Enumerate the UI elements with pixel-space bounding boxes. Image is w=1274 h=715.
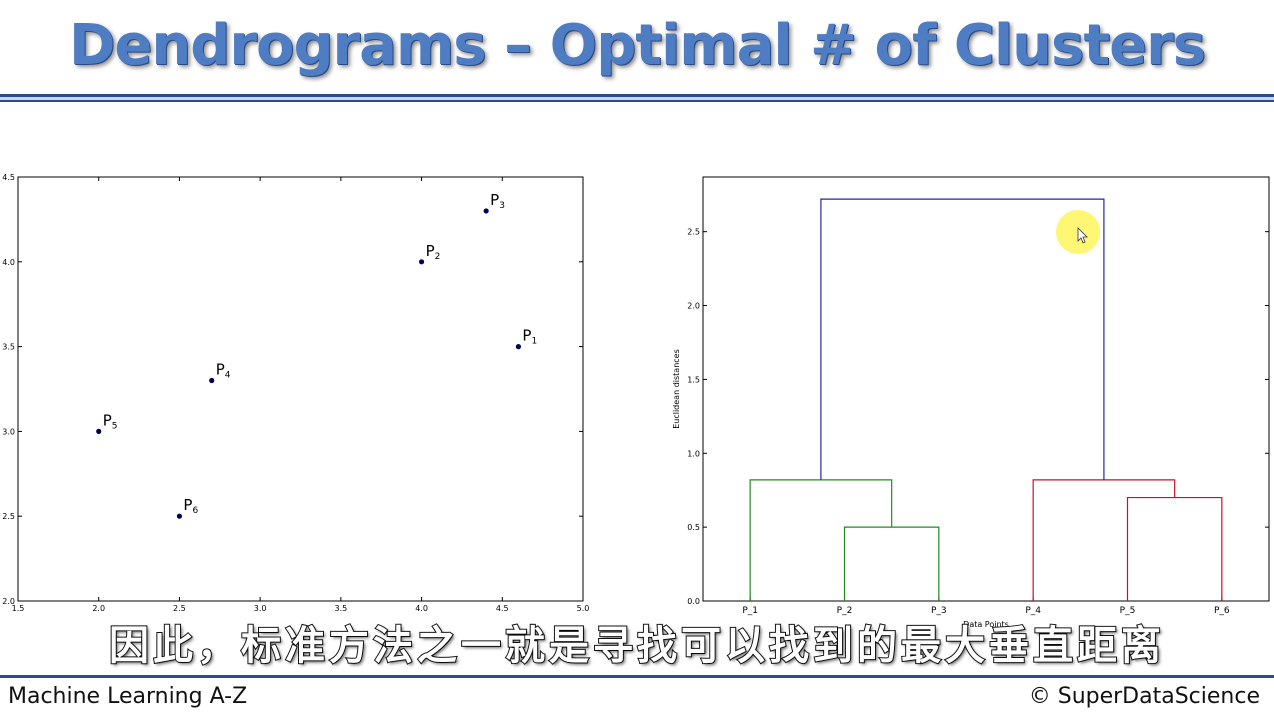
y-tick-label: 2.0 bbox=[687, 302, 700, 311]
x-tick-label: 3.5 bbox=[334, 604, 347, 613]
scatter-point bbox=[96, 428, 102, 434]
y-tick-label: 0.5 bbox=[687, 523, 700, 532]
leaf-label: P_1 bbox=[742, 606, 758, 616]
y-tick-label: 1.5 bbox=[687, 375, 700, 384]
plot-frame bbox=[702, 176, 1270, 602]
y-tick-label: 3.5 bbox=[2, 343, 15, 352]
footer-divider bbox=[0, 675, 1274, 678]
leaf-label: P_6 bbox=[1214, 606, 1230, 616]
y-tick-label: 0.0 bbox=[687, 597, 700, 606]
x-tick-label: 4.0 bbox=[415, 604, 428, 613]
y-axis-label: Euclidean distances bbox=[672, 349, 681, 429]
x-tick-label: 5.0 bbox=[577, 604, 590, 613]
plot-frame bbox=[17, 176, 584, 602]
point-label: P2 bbox=[426, 242, 441, 262]
y-tick-label: 4.0 bbox=[2, 258, 15, 267]
x-tick-label: 1.5 bbox=[12, 604, 25, 613]
title-divider bbox=[0, 94, 1274, 102]
scatter-point bbox=[418, 259, 425, 265]
point-label: P6 bbox=[183, 496, 198, 516]
mouse-cursor-icon bbox=[1077, 227, 1088, 244]
scatter-point bbox=[483, 208, 489, 214]
x-tick-label: 4.5 bbox=[496, 604, 509, 613]
dendrogram-link bbox=[820, 198, 1105, 480]
point-label: P1 bbox=[522, 327, 537, 347]
scatter-point bbox=[515, 344, 522, 350]
y-tick-label: 2.5 bbox=[2, 512, 15, 521]
point-label: P5 bbox=[103, 411, 118, 431]
x-tick-label: 3.0 bbox=[254, 604, 267, 613]
x-tick-label: 2.5 bbox=[173, 604, 186, 613]
slide-title: Dendrograms – Optimal # of Clusters bbox=[68, 13, 1206, 78]
leaf-label: P_5 bbox=[1120, 606, 1136, 616]
footer-course-name: Machine Learning A-Z bbox=[8, 684, 248, 709]
leaf-label: P_4 bbox=[1025, 606, 1041, 616]
y-tick-label: 1.0 bbox=[687, 449, 700, 458]
video-subtitle: 因此，标准方法之一就是寻找可以找到的最大垂直距离 bbox=[108, 621, 1165, 670]
y-tick-label: 3.0 bbox=[2, 427, 15, 436]
y-tick-label: 2.0 bbox=[2, 597, 15, 606]
y-tick-label: 4.5 bbox=[2, 173, 15, 182]
leaf-label: P_3 bbox=[931, 606, 947, 616]
point-label: P4 bbox=[216, 361, 231, 381]
leaf-label: P_2 bbox=[837, 606, 853, 616]
point-label: P3 bbox=[490, 191, 505, 211]
x-axis-label: Data Points bbox=[963, 620, 1009, 629]
scatter-point bbox=[176, 513, 183, 519]
x-tick-label: 2.0 bbox=[92, 604, 105, 613]
footer-copyright: © SuperDataScience bbox=[1028, 684, 1260, 709]
scatter-point bbox=[209, 377, 215, 384]
y-tick-label: 2.5 bbox=[687, 228, 700, 237]
